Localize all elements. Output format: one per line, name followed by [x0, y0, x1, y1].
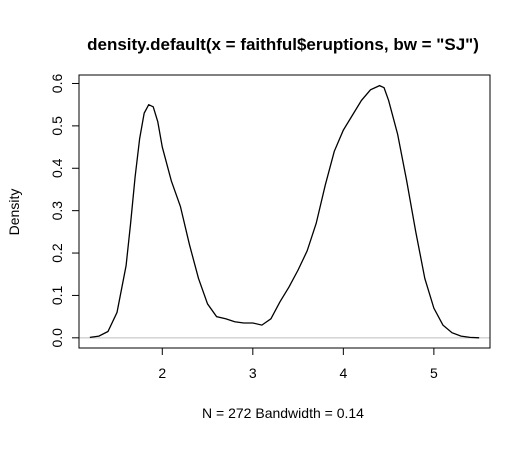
x-axis-label: N = 272 Bandwidth = 0.14 — [202, 405, 364, 421]
x-axis: 2 3 4 5 — [158, 347, 438, 381]
plot-title: density.default(x = faithful$eruptions, … — [87, 35, 479, 54]
y-tick-label: 0.4 — [49, 158, 65, 178]
plot-frame — [78, 74, 491, 349]
y-tick-label: 0.0 — [49, 328, 65, 348]
x-tick-label: 5 — [430, 365, 438, 381]
plot-area — [78, 74, 491, 349]
x-tick-label: 3 — [249, 365, 257, 381]
x-tick-label: 2 — [158, 365, 166, 381]
y-tick-label: 0.2 — [49, 243, 65, 263]
density-curve — [89, 84, 480, 339]
y-axis: 0.0 0.1 0.2 0.3 0.4 0.5 0.6 — [49, 74, 80, 348]
x-tick-label: 4 — [339, 365, 347, 381]
y-tick-label: 0.1 — [49, 285, 65, 305]
y-tick-label: 0.5 — [49, 116, 65, 136]
y-tick-label: 0.3 — [49, 201, 65, 221]
y-axis-label: Density — [6, 189, 22, 236]
y-tick-label: 0.6 — [49, 74, 65, 94]
